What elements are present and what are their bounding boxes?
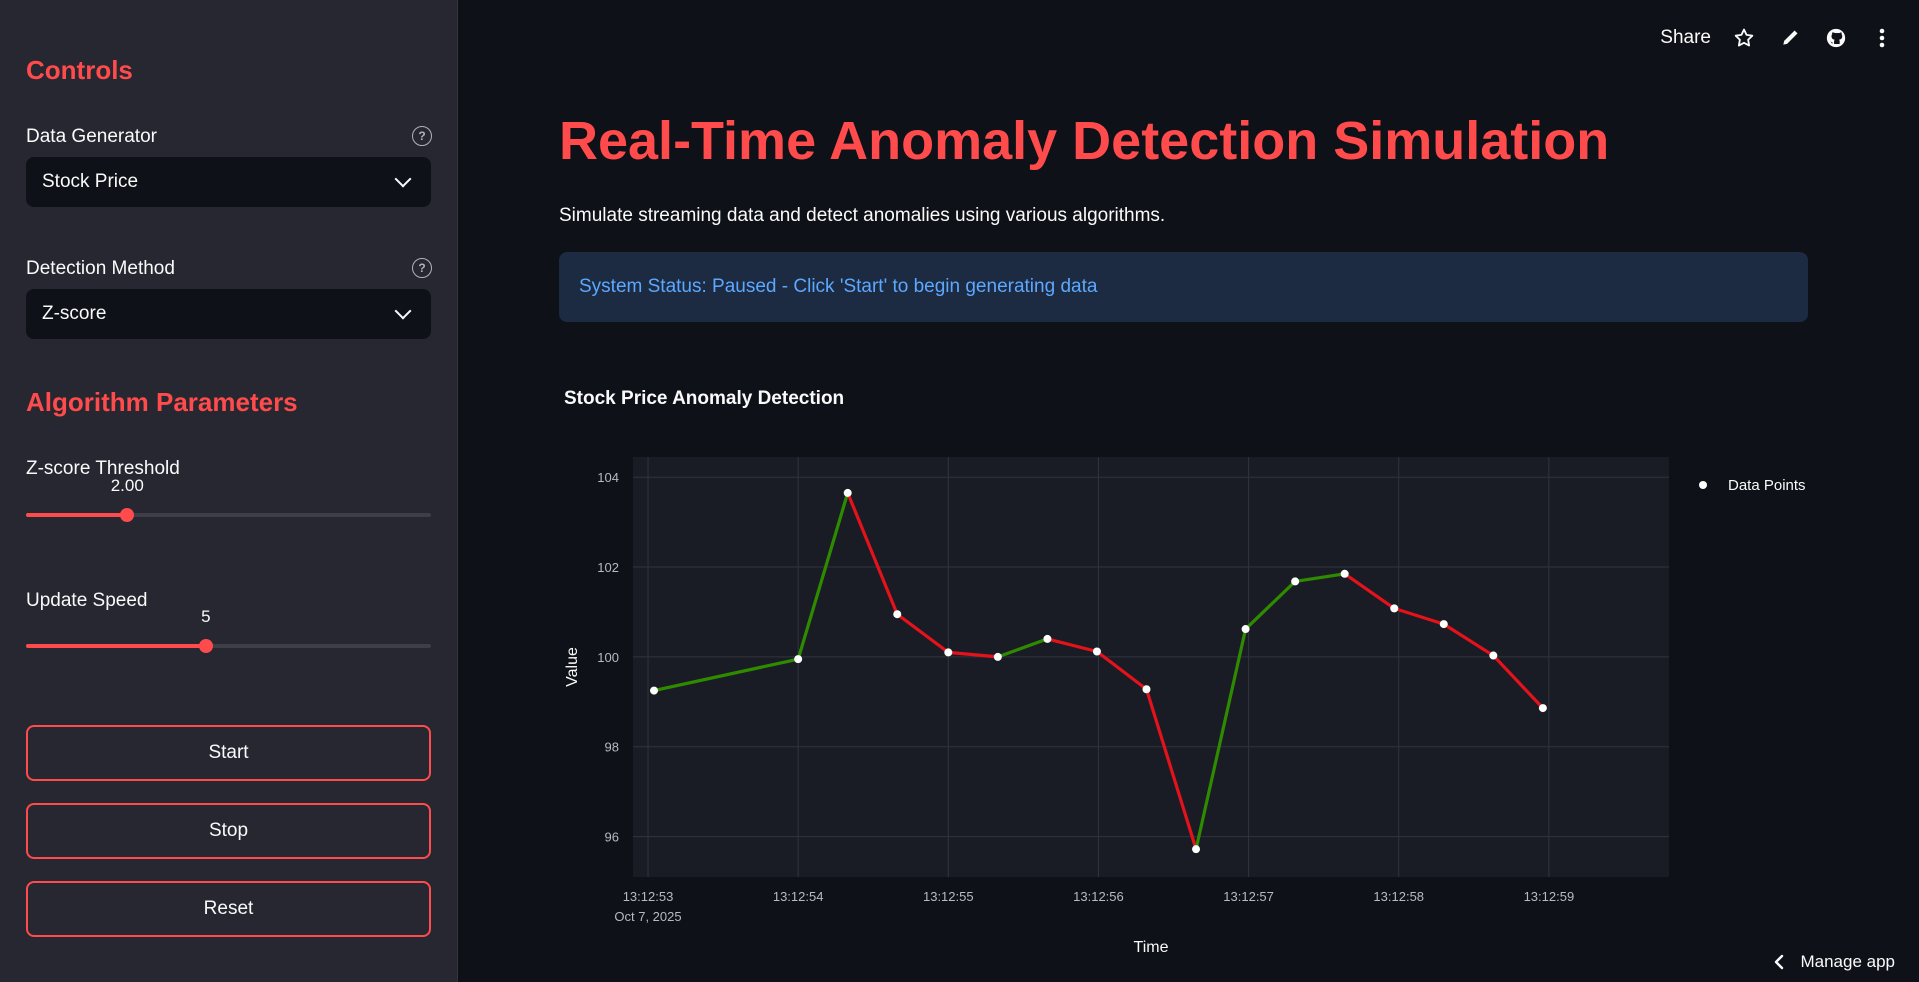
update-speed-slider[interactable]: 5	[26, 607, 431, 661]
status-text: System Status: Paused - Click 'Start' to…	[579, 276, 1098, 297]
data-point[interactable]	[794, 655, 803, 664]
series-segment	[1392, 606, 1446, 626]
help-icon[interactable]: ?	[412, 126, 432, 146]
manage-app-button[interactable]: Manage app	[1774, 952, 1895, 972]
zscore-threshold-label: Z-score Threshold	[26, 458, 180, 479]
series-lines	[652, 491, 1545, 851]
data-generator-select[interactable]: Stock Price	[26, 157, 431, 207]
series-segment	[1491, 653, 1545, 710]
x-tick-sublabel: Oct 7, 2025	[614, 909, 681, 924]
series-segment	[1293, 572, 1347, 584]
plot-area	[633, 457, 1669, 877]
status-banner: System Status: Paused - Click 'Start' to…	[559, 252, 1808, 322]
data-point[interactable]	[1340, 569, 1349, 578]
pencil-icon[interactable]	[1777, 25, 1803, 51]
detection-method-value: Z-score	[42, 303, 107, 324]
data-point[interactable]	[1390, 604, 1399, 613]
x-axis-label: Time	[1134, 939, 1169, 956]
slider-thumb[interactable]	[198, 639, 213, 653]
x-tick-label: 13:12:57	[1223, 889, 1274, 904]
data-point[interactable]	[893, 610, 902, 619]
data-point[interactable]	[650, 686, 659, 695]
page-subtitle: Simulate streaming data and detect anoma…	[559, 205, 1166, 226]
manage-app-label: Manage app	[1800, 952, 1895, 971]
slider-thumb[interactable]	[120, 508, 135, 522]
data-point[interactable]	[1192, 845, 1201, 854]
series-segment	[796, 491, 850, 661]
data-points	[650, 488, 1547, 854]
series-segment	[1045, 637, 1099, 654]
data-point[interactable]	[944, 648, 953, 657]
data-point[interactable]	[1043, 634, 1052, 643]
slider-track	[26, 513, 431, 517]
series-segment	[846, 491, 899, 616]
data-point[interactable]	[1241, 625, 1250, 634]
series-segment	[996, 637, 1049, 659]
detection-method-label: Detection Method	[26, 258, 175, 279]
chevron-down-icon	[394, 170, 412, 188]
series-segment	[652, 657, 800, 693]
anomaly-chart[interactable]: Stock Price Anomaly Detection 96 98 100 102…	[559, 375, 1819, 965]
data-generator-label: Data Generator	[26, 126, 157, 147]
data-point[interactable]	[1092, 647, 1101, 656]
top-toolbar: Share	[1660, 24, 1895, 52]
chart-title: Stock Price Anomaly Detection	[564, 388, 844, 409]
y-axis-label: Value	[564, 647, 581, 687]
series-segment	[1343, 572, 1396, 610]
page-title: Real-Time Anomaly Detection Simulation	[559, 111, 1610, 171]
slider-fill	[26, 513, 128, 517]
x-tick-label: 13:12:59	[1524, 889, 1575, 904]
series-segment	[895, 612, 950, 655]
x-tick-label: 13:12:58	[1373, 889, 1424, 904]
stop-button[interactable]: Stop	[26, 803, 431, 859]
kebab-menu-icon[interactable]	[1869, 25, 1895, 51]
x-tick-label: 13:12:54	[773, 889, 824, 904]
slider-fill	[26, 644, 206, 648]
y-tick-label: 96	[605, 830, 619, 845]
y-tick-label: 102	[597, 560, 619, 575]
data-point[interactable]	[1489, 651, 1498, 660]
series-segment	[1194, 627, 1248, 851]
data-point[interactable]	[1538, 704, 1547, 713]
chevron-left-icon	[1775, 954, 1784, 970]
detection-method-select[interactable]: Z-score	[26, 289, 431, 339]
help-icon[interactable]: ?	[412, 258, 432, 278]
sidebar: Controls Data Generator ? Stock Price De…	[0, 0, 458, 982]
controls-heading: Controls	[26, 55, 133, 85]
share-button[interactable]: Share	[1660, 27, 1711, 48]
update-speed-value: 5	[201, 607, 211, 626]
x-tick-label: 13:12:53	[623, 889, 674, 904]
axis-ticks: 96 98 100 102 104 13:12:53 Oct 7, 2025 13:12:54…	[597, 470, 1574, 924]
y-tick-label: 104	[597, 470, 619, 485]
chevron-down-icon	[394, 302, 412, 320]
series-segment	[1144, 687, 1198, 851]
algorithm-parameters-heading: Algorithm Parameters	[26, 387, 298, 417]
series-segment	[1095, 649, 1149, 691]
data-point[interactable]	[1142, 685, 1151, 694]
x-tick-label: 13:12:56	[1073, 889, 1124, 904]
series-segment	[1243, 579, 1297, 631]
slider-track	[26, 644, 431, 648]
data-generator-value: Stock Price	[42, 171, 139, 192]
legend-entry: Data Points	[1728, 477, 1806, 494]
data-point[interactable]	[1291, 577, 1300, 586]
star-icon[interactable]	[1731, 25, 1757, 51]
series-segment	[946, 650, 1000, 659]
data-point[interactable]	[843, 488, 852, 497]
update-speed-label: Update Speed	[26, 590, 148, 611]
start-button[interactable]: Start	[26, 725, 431, 781]
legend-marker	[1699, 481, 1707, 489]
legend[interactable]: Data Points	[1699, 477, 1806, 494]
y-tick-label: 98	[605, 740, 619, 755]
y-tick-label: 100	[597, 650, 619, 665]
data-point[interactable]	[1439, 620, 1448, 629]
data-point[interactable]	[993, 652, 1002, 661]
github-icon[interactable]	[1823, 25, 1849, 51]
series-segment	[1442, 622, 1495, 658]
zscore-threshold-slider[interactable]: 2.00	[26, 476, 431, 530]
x-tick-label: 13:12:55	[923, 889, 974, 904]
zscore-threshold-value: 2.00	[110, 476, 144, 495]
reset-button[interactable]: Reset	[26, 881, 431, 937]
